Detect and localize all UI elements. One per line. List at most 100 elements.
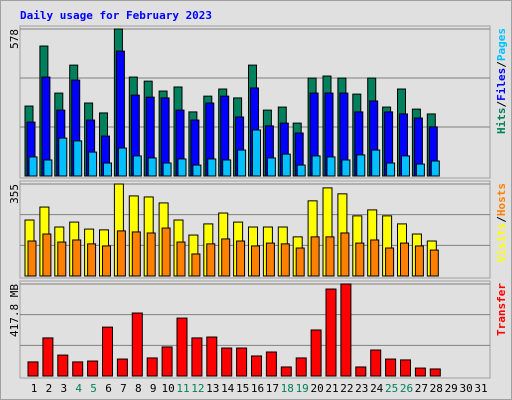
legend-entry: Files <box>495 68 508 101</box>
bar <box>207 158 217 177</box>
bar <box>401 155 410 177</box>
bar <box>400 242 409 277</box>
legend: Visits/Hosts <box>495 183 508 263</box>
bar <box>161 346 173 377</box>
x-tick-label: 11 <box>176 382 189 395</box>
legend-separator: / <box>495 61 508 68</box>
bar <box>42 337 54 377</box>
bar <box>176 317 188 377</box>
bar <box>103 162 112 177</box>
legend: Transfer <box>495 283 508 336</box>
bar <box>131 312 143 377</box>
bar <box>72 361 84 377</box>
bar <box>191 253 201 277</box>
legend-separator: / <box>495 101 508 108</box>
bar <box>430 160 440 177</box>
bar <box>58 137 68 177</box>
bar <box>429 249 439 277</box>
bar <box>280 243 290 277</box>
bar <box>57 241 67 277</box>
x-tick-label: 8 <box>135 382 142 395</box>
x-tick-label: 25 <box>385 382 398 395</box>
legend-entry: Hosts <box>495 183 508 216</box>
bar <box>116 230 126 277</box>
bar <box>206 243 216 277</box>
bar <box>385 247 395 277</box>
x-tick-label: 27 <box>415 382 428 395</box>
bar <box>414 367 426 377</box>
bar <box>87 360 99 377</box>
bar <box>72 239 82 277</box>
bar <box>43 159 53 177</box>
bar <box>355 366 367 377</box>
bar <box>265 242 275 277</box>
bar <box>400 359 411 377</box>
bar <box>386 162 396 177</box>
x-tick-label: 16 <box>251 382 264 395</box>
legend-separator: / <box>495 216 508 223</box>
x-tick-label: 24 <box>370 382 384 395</box>
bar <box>221 347 233 377</box>
bar <box>340 283 352 377</box>
bar <box>176 241 186 277</box>
x-tick-label: 31 <box>474 382 487 395</box>
bar <box>191 337 203 377</box>
bar <box>42 233 52 277</box>
bar <box>281 153 291 177</box>
bar <box>177 158 187 177</box>
bar <box>370 239 380 277</box>
bar <box>295 357 307 377</box>
bar <box>310 236 320 277</box>
bar <box>146 232 156 277</box>
legend: Hits/Files/Pages <box>495 28 508 134</box>
bar <box>341 159 351 177</box>
bar <box>325 288 337 377</box>
x-tick-label: 1 <box>31 382 38 395</box>
y-tick-label: 417.8 MB <box>8 284 21 337</box>
bar <box>325 236 335 277</box>
bar <box>88 151 98 177</box>
chart-title: Daily usage for February 2023 <box>20 9 212 22</box>
bar <box>370 349 382 377</box>
x-tick-label: 17 <box>266 382 279 395</box>
legend-entry: Transfer <box>495 283 508 336</box>
bar <box>221 238 231 277</box>
bar <box>252 129 261 177</box>
bar <box>131 231 141 277</box>
bar <box>147 157 157 177</box>
bar <box>206 336 218 377</box>
bar <box>236 240 246 277</box>
x-tick-label: 19 <box>296 382 309 395</box>
x-tick-label: 23 <box>355 382 368 395</box>
bar <box>326 156 336 177</box>
x-tick-label: 5 <box>90 382 97 395</box>
bar <box>296 164 306 177</box>
x-tick-label: 9 <box>150 382 157 395</box>
bar <box>265 351 277 377</box>
bar <box>415 163 425 177</box>
x-tick-label: 4 <box>75 382 82 395</box>
bar <box>310 329 322 377</box>
x-tick-label: 13 <box>206 382 219 395</box>
x-tick-label: 2 <box>46 382 53 395</box>
bar <box>117 147 127 177</box>
bar <box>295 247 305 277</box>
x-tick-label: 14 <box>221 382 235 395</box>
bar <box>116 358 128 377</box>
bar <box>266 157 276 177</box>
bar <box>87 243 97 277</box>
bar <box>340 232 350 277</box>
bar <box>102 245 111 277</box>
bar <box>28 156 38 177</box>
bar <box>161 227 171 277</box>
x-tick-label: 22 <box>340 382 353 395</box>
legend-entry: Pages <box>495 28 508 61</box>
x-tick-label: 28 <box>430 382 443 395</box>
bar <box>132 155 142 177</box>
bar <box>102 326 113 377</box>
bar <box>371 149 381 177</box>
bar <box>251 355 262 377</box>
x-tick-label: 29 <box>445 382 458 395</box>
bar <box>162 162 172 177</box>
bar <box>73 140 83 177</box>
